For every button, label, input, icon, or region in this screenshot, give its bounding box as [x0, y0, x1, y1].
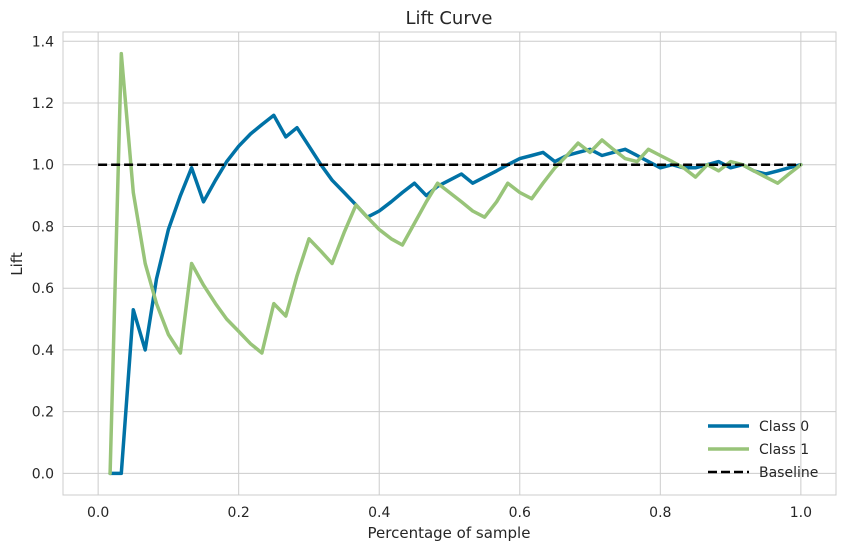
y-tick-label: 0.2	[32, 405, 54, 421]
x-tick-label: 0.2	[228, 505, 250, 521]
y-tick-label: 0.6	[32, 281, 54, 297]
grid-lines	[63, 32, 836, 495]
series-layer	[98, 51, 803, 476]
y-tick-label: 0.8	[32, 219, 54, 235]
legend-label: Baseline	[759, 465, 818, 481]
y-tick-label: 1.4	[32, 34, 54, 50]
y-tick-label: 1.0	[32, 158, 54, 174]
y-axis-ticks: 0.0 0.2 0.4 0.6 0.8 1.0 1.2 1.4	[32, 34, 54, 482]
y-tick-label: 0.4	[32, 343, 54, 359]
chart-title: Lift Curve	[406, 8, 493, 29]
x-axis-ticks: 0.0 0.2 0.4 0.6 0.8 1.0	[87, 505, 812, 521]
legend-label: Class 1	[759, 442, 809, 458]
x-tick-label: 0.6	[509, 505, 531, 521]
x-tick-label: 0.8	[649, 505, 671, 521]
x-axis-label: Percentage of sample	[368, 524, 531, 542]
legend-label: Class 0	[759, 419, 809, 435]
y-tick-label: 0.0	[32, 466, 54, 482]
x-tick-label: 0.0	[87, 505, 109, 521]
x-tick-label: 0.4	[368, 505, 390, 521]
legend: Class 0 Class 1 Baseline	[708, 419, 818, 481]
x-tick-label: 1.0	[790, 505, 812, 521]
y-axis-label: Lift	[8, 252, 26, 276]
y-tick-label: 1.2	[32, 96, 54, 112]
series-line-class-1	[108, 51, 803, 476]
